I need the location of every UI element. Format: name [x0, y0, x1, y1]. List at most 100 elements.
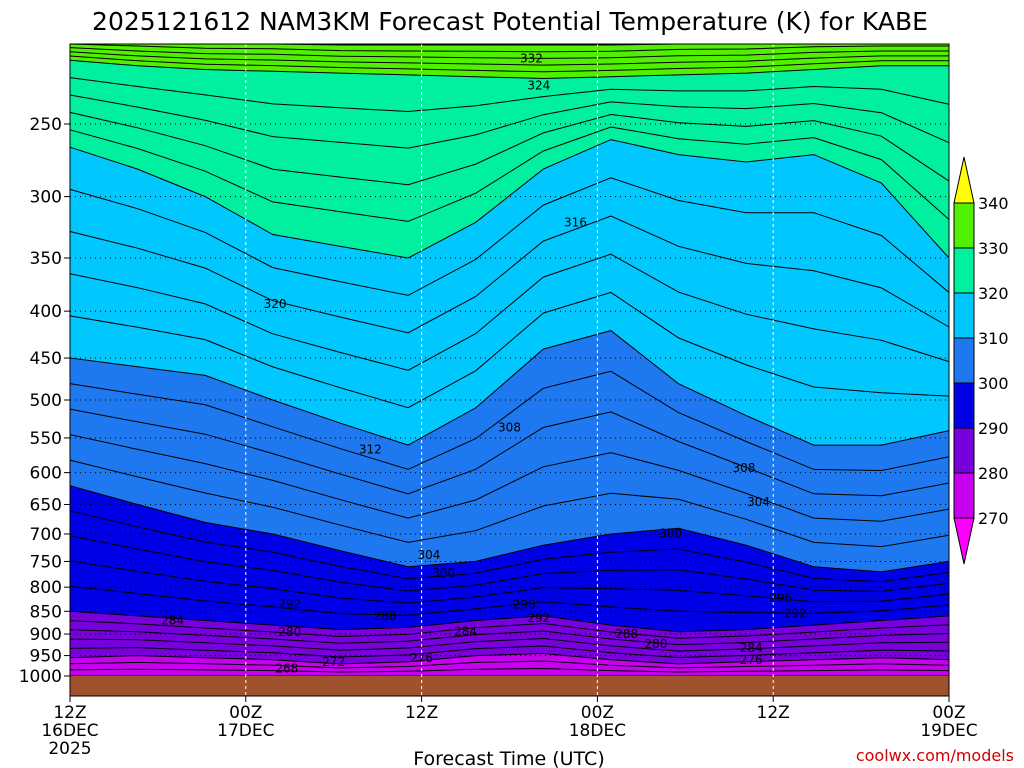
colorbar-segment: [953, 427, 975, 474]
credit-text: coolwx.com/models: [856, 746, 1014, 765]
grid: [70, 44, 949, 696]
contour-label: 308: [498, 421, 521, 435]
colorbar-segment: [953, 472, 975, 519]
contour-label: 308: [732, 461, 755, 475]
contour-label: 300: [432, 566, 455, 580]
y-tick-label: 550: [30, 429, 62, 449]
y-tick-label: 1000: [19, 667, 62, 687]
colorbar-arrow-low: [953, 517, 975, 565]
plot-frame: [69, 43, 950, 697]
x-tick-label: 12Z: [405, 703, 438, 723]
colorbar-segment: [953, 247, 975, 294]
contour-label: 300: [659, 526, 682, 540]
colorbar-label: 280: [978, 464, 1009, 483]
contour-label: 304: [747, 495, 770, 509]
fill-band-280: [70, 653, 949, 676]
contour-line-330: [69, 59, 949, 80]
y-tick-label: 350: [30, 249, 62, 269]
x-tick-label: 2025: [48, 739, 91, 759]
contour-label: 276: [410, 651, 433, 665]
chart-title: 2025121612 NAM3KM Forecast Potential Tem…: [92, 7, 928, 36]
y-tick-label: 700: [30, 525, 62, 545]
y-tick-label: 500: [30, 391, 62, 411]
x-tick-label: 12Z: [757, 703, 790, 723]
contour-line: [69, 43, 949, 53]
contour-label: 268: [275, 661, 298, 675]
contour-line: [69, 408, 950, 497]
y-tick-label: 900: [30, 625, 62, 645]
contour-line: [69, 126, 950, 222]
contour-label: 272: [322, 655, 345, 669]
x-tick-label: 12Z: [53, 703, 86, 723]
contour-line: [69, 637, 950, 652]
contour-line: [69, 434, 950, 522]
x-tick-label: 16DEC: [41, 721, 98, 741]
contour-line-320: [69, 139, 950, 259]
contour-label: 284: [454, 624, 477, 638]
contour-line: [69, 459, 950, 548]
contour-line: [69, 291, 950, 409]
y-tick-label: 400: [30, 302, 62, 322]
colorbar-segment: [953, 202, 975, 249]
x-axis-label: Forecast Time (UTC): [413, 748, 604, 768]
contour-label: 312: [359, 442, 382, 456]
contour-label: 332: [520, 51, 543, 65]
contour-line: [69, 51, 949, 66]
contour-line: [69, 645, 950, 659]
contour-label: 288: [615, 627, 638, 641]
contour-line: [69, 55, 949, 73]
contour-line: [69, 667, 950, 673]
contour-label: 292: [278, 597, 301, 611]
colorbar-label: 330: [978, 239, 1009, 258]
theta-fills: [70, 44, 949, 677]
y-tick-label: 600: [30, 464, 62, 484]
contour-line: [69, 629, 950, 646]
ground-layer: [70, 676, 949, 696]
contour-line: [69, 177, 950, 296]
contour-line: [69, 370, 950, 472]
contour-label: 304: [417, 548, 440, 562]
colorbar-label: 320: [978, 284, 1009, 303]
x-tick-label: 17DEC: [217, 721, 274, 741]
contour-line: [69, 215, 950, 334]
fill-band-290: [70, 611, 949, 676]
contour-line: [69, 94, 950, 149]
contour-label: 288: [374, 609, 397, 623]
colorbar-label: 300: [978, 374, 1009, 393]
y-tick-label: 950: [30, 647, 62, 667]
colorbar-arrow-high: [953, 156, 975, 204]
y-tick-label: 750: [30, 552, 62, 572]
contour-line: [69, 510, 950, 583]
contour-label: 276: [740, 653, 763, 667]
contour-line: [69, 77, 950, 113]
colorbar-label: 290: [978, 419, 1009, 438]
contour-label: 296: [513, 598, 536, 612]
x-tick-label: 19DEC: [920, 721, 977, 741]
contour-label: 292: [784, 607, 807, 621]
contour-line: [69, 253, 950, 371]
contour-label: 320: [264, 297, 287, 311]
contour-line: [69, 560, 950, 604]
y-tick-label: 650: [30, 495, 62, 515]
y-axis: 250 300 350 400 450 500 550 600 650 700 750 800 850 9…: [19, 115, 70, 687]
y-tick-label: 800: [30, 578, 62, 598]
colorbar-label: 340: [978, 194, 1009, 213]
colorbar-segment: [953, 382, 975, 429]
x-tick-label: 00Z: [932, 703, 965, 723]
contour-line-310: [69, 330, 950, 446]
y-tick-label: 250: [30, 115, 62, 135]
contour-label: 284: [161, 614, 184, 628]
contour-line: [69, 660, 950, 669]
colorbar: 270 280 290 300 310 320 330 340: [953, 156, 1009, 565]
contour-line: [69, 111, 950, 186]
contour-line: [69, 585, 950, 616]
contour-label: 316: [564, 215, 587, 229]
colorbar-segment: [953, 337, 975, 384]
contour-line: [69, 47, 949, 59]
contour-label: 284: [740, 641, 763, 655]
contour-label: 296: [769, 591, 792, 605]
y-tick-label: 850: [30, 602, 62, 622]
